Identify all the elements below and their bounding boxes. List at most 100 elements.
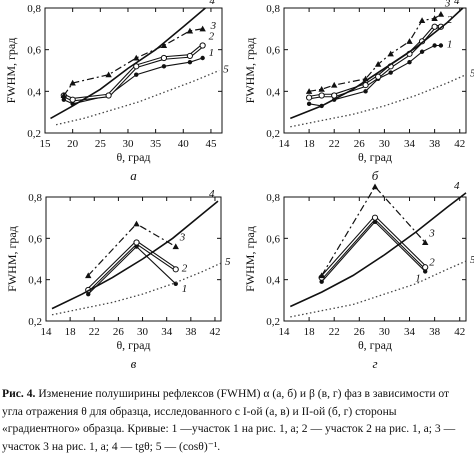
series-3-line <box>87 223 177 276</box>
series-1-line <box>87 245 177 295</box>
data-point-series-2 <box>331 92 338 99</box>
x-tick-label: 42 <box>454 138 465 150</box>
panel-2: 14 18 22 26 30 34 38 420,20,40,60,8θ, градFWHM,… <box>5 188 231 371</box>
x-axis-title: θ, град <box>358 150 392 164</box>
curve-label-2: 2 <box>182 262 188 274</box>
panel-label: а <box>130 168 137 183</box>
data-point-series-2 <box>371 214 379 221</box>
data-point-series-2 <box>133 239 140 246</box>
data-point-series-3 <box>133 54 140 61</box>
data-point-series-3 <box>331 81 338 88</box>
data-point-series-3 <box>406 38 413 44</box>
data-point-series-2 <box>160 54 168 62</box>
x-tick-label: 18 <box>304 138 316 150</box>
series-4-line <box>289 192 467 308</box>
series-3-line <box>309 13 442 92</box>
data-point-series-1 <box>388 70 393 75</box>
x-tick-label: 38 <box>429 326 441 338</box>
series-4-line <box>290 7 464 120</box>
x-tick-label: 35 <box>150 138 162 150</box>
y-axis-title: FWHM, град <box>243 226 257 292</box>
x-tick-label: 22 <box>89 326 100 338</box>
data-point-series-1 <box>161 64 167 69</box>
data-point-series-3 <box>305 88 313 94</box>
x-tick-label: 34 <box>161 326 173 338</box>
x-tick-label: 26 <box>354 138 366 150</box>
y-tick-label: 0,8 <box>266 3 280 15</box>
data-point-series-2 <box>69 96 76 103</box>
data-point-series-2 <box>105 92 112 99</box>
y-axis-title: FWHM, град <box>5 226 19 292</box>
data-point-series-3 <box>69 79 76 86</box>
series-2-line <box>63 44 204 102</box>
data-point-series-1 <box>419 49 425 54</box>
series-4-line <box>51 200 219 310</box>
curve-label-2: 2 <box>429 256 435 268</box>
plot-frame <box>283 7 467 134</box>
caption-figure-label: Рис. 4. <box>2 387 36 400</box>
y-tick-label: 0,2 <box>266 128 280 140</box>
x-tick-label: 40 <box>178 138 190 150</box>
x-tick-label: 34 <box>404 326 416 338</box>
panel-label: б <box>372 168 379 183</box>
x-tick-label: 25 <box>95 138 107 150</box>
panel-label: г <box>372 356 377 371</box>
series-2-line-inner <box>63 44 204 101</box>
data-point-series-1 <box>438 43 444 48</box>
x-tick-label: 22 <box>329 326 340 338</box>
x-tick-label: 30 <box>379 138 391 150</box>
y-tick-label: 0,4 <box>28 275 42 287</box>
curve-label-5: 5 <box>223 64 229 76</box>
data-point-series-3 <box>60 92 68 99</box>
y-tick-label: 0,4 <box>27 86 41 98</box>
data-point-series-1 <box>187 59 193 65</box>
x-tick-label: 20 <box>67 138 79 150</box>
data-point-series-2 <box>431 23 438 30</box>
data-point-series-2 <box>306 94 313 101</box>
curve-label-5: 5 <box>470 254 474 266</box>
data-point-series-1 <box>61 97 67 102</box>
x-tick-label: 30 <box>137 326 149 338</box>
data-point-series-3 <box>186 27 194 34</box>
series-2-line-inner <box>321 216 426 279</box>
data-point-series-3 <box>437 11 445 17</box>
curve-label-1: 1 <box>209 47 215 59</box>
plot-frame <box>45 196 222 322</box>
y-tick-label: 0,2 <box>28 316 42 328</box>
data-point-series-1 <box>86 291 91 297</box>
y-axis-title: FWHM, град <box>4 38 18 104</box>
x-tick-label: 38 <box>429 138 441 150</box>
x-tick-label: 30 <box>379 326 391 338</box>
y-tick-label: 0,2 <box>266 316 280 328</box>
y-tick-label: 0,6 <box>27 45 41 57</box>
data-point-series-3 <box>105 71 112 78</box>
data-point-series-2 <box>375 73 382 80</box>
x-tick-label: 18 <box>65 326 77 338</box>
data-point-series-1 <box>134 72 139 77</box>
data-point-series-3 <box>318 86 325 92</box>
curve-label-4: 4 <box>209 188 215 200</box>
curve-label-5: 5 <box>470 68 474 80</box>
series-4-line <box>50 7 206 120</box>
data-point-series-3 <box>418 17 426 24</box>
series-5-line <box>290 74 467 128</box>
x-tick-label: 26 <box>354 326 366 338</box>
y-tick-label: 0,8 <box>266 192 280 204</box>
series-3-line <box>321 185 426 276</box>
data-point-series-3 <box>160 42 168 49</box>
data-point-series-2 <box>422 264 429 271</box>
data-point-series-2 <box>186 52 194 60</box>
y-tick-label: 0,8 <box>27 3 41 15</box>
series-2-line <box>320 215 427 279</box>
x-tick-label: 42 <box>209 326 220 338</box>
data-point-series-3 <box>199 25 206 32</box>
figure-caption: Рис. 4. Изменение полуширины рефлексов (… <box>2 385 472 455</box>
x-tick-label: 45 <box>205 138 217 150</box>
x-tick-label: 14 <box>41 326 53 338</box>
data-point-series-3 <box>422 239 429 246</box>
data-point-series-3 <box>387 50 394 57</box>
x-tick-label: 18 <box>304 326 316 338</box>
y-axis-title: FWHM, град <box>243 38 257 104</box>
panel-3: 14 18 22 26 30 34 38 420,20,40,60,8θ, градFWHM,… <box>243 180 474 371</box>
